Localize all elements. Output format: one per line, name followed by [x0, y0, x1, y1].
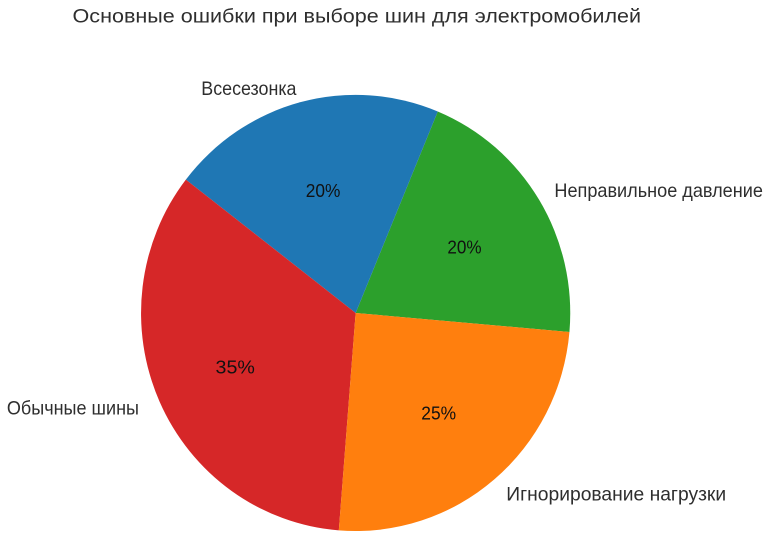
svg-text:35%: 35% — [216, 357, 255, 378]
svg-text:Основные ошибки при выборе шин: Основные ошибки при выборе шин для элект… — [73, 6, 642, 28]
svg-text:25%: 25% — [421, 403, 456, 424]
svg-text:Неправильное давление: Неправильное давление — [554, 180, 763, 202]
svg-text:Игнорирование нагрузки: Игнорирование нагрузки — [506, 483, 726, 505]
svg-text:Обычные шины: Обычные шины — [7, 398, 139, 420]
svg-text:20%: 20% — [306, 180, 341, 201]
svg-text:Всесезонка: Всесезонка — [201, 78, 296, 100]
svg-text:20%: 20% — [447, 237, 481, 258]
